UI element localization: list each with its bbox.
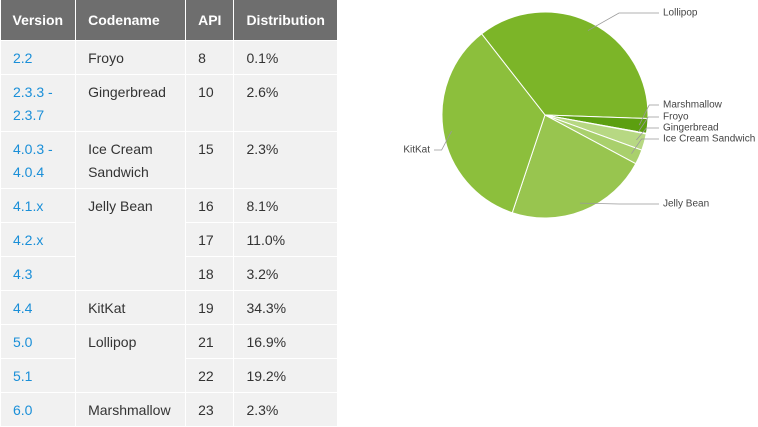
codename-cell: Gingerbread: [75, 73, 187, 132]
api-cell: 22: [185, 357, 235, 393]
table-row: 5.1 22 19.2%: [0, 357, 338, 393]
codename-cell: KitKat: [75, 289, 187, 325]
api-cell: 15: [185, 130, 235, 189]
version-cell: 4.1.x: [0, 187, 77, 223]
leader-line: [579, 202, 659, 205]
table-row: 5.0 Lollipop 21 16.9%: [0, 323, 338, 393]
pie-slice: [441, 33, 546, 214]
version-cell: 4.3: [0, 255, 77, 291]
distribution-cell: 11.0%: [233, 221, 338, 257]
table-row: 4.2.x 17 11.0%: [0, 221, 338, 257]
codename-cell: Ice Cream Sandwich: [75, 130, 187, 189]
distribution-table: Version Codename API Distribution 2.2 Froyo 8…: [0, 0, 338, 427]
codename-cell: Lollipop: [75, 323, 187, 393]
slice-label: KitKat: [403, 145, 430, 156]
version-cell: 4.0.3 - 4.0.4: [0, 130, 77, 189]
api-cell: 8: [185, 39, 235, 75]
column-header: Codename: [75, 0, 187, 40]
version-cell: 4.4: [0, 289, 77, 325]
distribution-cell: 8.1%: [233, 187, 338, 223]
leader-line: [434, 130, 452, 151]
codename-cell: Marshmallow: [75, 391, 187, 427]
slice-label: Lollipop: [663, 8, 698, 19]
pie-slice: [480, 11, 649, 120]
leader-line: [637, 116, 659, 133]
table-row: 4.0.3 - 4.0.4 Ice Cream Sandwich 15 2.3%: [0, 130, 338, 189]
version-cell: 4.2.x: [0, 221, 77, 257]
leader-line: [631, 138, 659, 154]
version-cell: 2.2: [0, 39, 77, 75]
api-cell: 19: [185, 289, 235, 325]
column-header: Distribution: [233, 0, 338, 40]
table-row: 4.4 KitKat 19 34.3%: [0, 289, 338, 325]
table-row: 4.3 18 3.2%: [0, 255, 338, 291]
distribution-cell: 16.9%: [233, 323, 338, 359]
distribution-cell: 3.2%: [233, 255, 338, 291]
distribution-cell: 19.2%: [233, 357, 338, 393]
slice-label: Gingerbread: [663, 123, 719, 134]
slice-label: Ice Cream Sandwich: [663, 134, 755, 145]
leader-line: [636, 127, 659, 141]
column-header: API: [185, 0, 235, 40]
distribution-cell: 0.1%: [233, 39, 338, 75]
api-cell: 21: [185, 323, 235, 359]
leader-line: [587, 12, 659, 31]
api-cell: 10: [185, 73, 235, 132]
leader-line: [638, 104, 659, 126]
header-row: Version Codename API Distribution: [0, 0, 338, 40]
distribution-cell: 2.6%: [233, 73, 338, 132]
table-row: 4.1.x Jelly Bean 16 8.1%: [0, 187, 338, 291]
pie-slice: [511, 114, 637, 219]
api-cell: 17: [185, 221, 235, 257]
api-cell: 16: [185, 187, 235, 223]
table-body: 2.2 Froyo 8 0.1% 2.3.3 - 2.3.7 Gingerbread 10 2…: [0, 39, 338, 427]
distribution-cell: 34.3%: [233, 289, 338, 325]
api-cell: 18: [185, 255, 235, 291]
slice-label: Jelly Bean: [663, 199, 709, 210]
version-cell: 2.3.3 - 2.3.7: [0, 73, 77, 132]
slice-label: Marshmallow: [663, 100, 723, 111]
table-row: 2.3.3 - 2.3.7 Gingerbread 10 2.6%: [0, 73, 338, 132]
slice-label: Froyo: [663, 112, 689, 123]
column-header: Version: [0, 0, 77, 40]
version-cell: 5.1: [0, 357, 77, 393]
codename-cell: Jelly Bean: [75, 187, 187, 291]
